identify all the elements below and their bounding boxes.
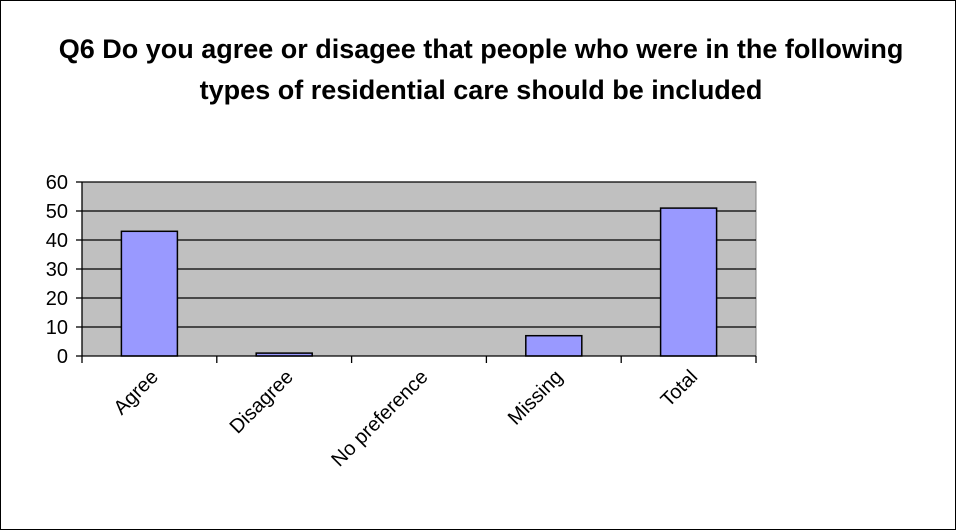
x-tick-label-total: Total [657,366,702,411]
bar-missing [525,334,583,357]
y-tick-label: 10 [46,317,68,339]
bar-agree [120,230,179,357]
y-tick-label: 60 [46,172,68,194]
bar-total [659,207,718,357]
x-tick-label-agree: Agree [110,366,163,419]
y-tick-labels: 0 10 20 30 40 50 60 [46,172,68,368]
x-tick-label-no-preference: No preference [327,366,432,471]
gridlines [82,181,756,328]
y-tick-label: 0 [57,346,68,368]
x-tick-labels: Agree Disagree No preference Missing Total [110,366,702,471]
y-tick-label: 40 [46,230,68,252]
y-tick-label: 20 [46,288,68,310]
chart-title: Q6 Do you agree or disagee that people w… [58,34,904,105]
x-tick-label-missing: Missing [504,366,567,429]
bar-chart: 0 10 20 30 40 50 60 Agree Disagree No preference… [46,172,757,471]
x-tick-label-disagree: Disagree [226,366,298,438]
axes [76,181,757,363]
y-tick-label: 30 [46,259,68,281]
y-tick-label: 50 [46,201,68,223]
bars [120,207,718,357]
